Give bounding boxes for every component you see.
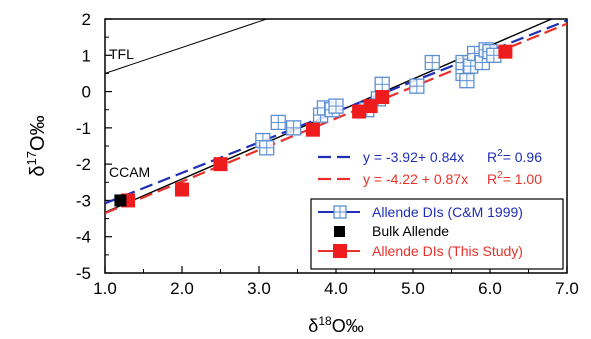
y-axis-label: δ17O‰ [24, 115, 49, 176]
x-axis-label: δ18O‰ [308, 314, 363, 336]
legend-entry-cm-1999: Allende DIs (C&M 1999) [318, 204, 523, 220]
data-point-this-study [175, 182, 189, 197]
fit-r2-blue: R2= 0.96 [487, 148, 542, 165]
x-tick-label: 2.0 [170, 279, 194, 298]
data-point-cm [424, 54, 440, 71]
fit-annotation-blue: y = -3.92+ 0.84x R2= 0.96 [318, 148, 542, 165]
x-tick-label: 3.0 [247, 279, 271, 298]
x-tick-label: 4.0 [324, 279, 348, 298]
tfl-label: TFL [109, 46, 134, 62]
data-point-bulk [114, 194, 127, 207]
y-tick-label: -3 [76, 191, 91, 210]
x-tick-label: 1.0 [93, 279, 117, 298]
data-point-cm [409, 78, 425, 94]
data-point-this-study [305, 122, 320, 137]
legend-entry-bulk: Bulk Allende [334, 223, 449, 239]
legend-label-this-study: Allende DIs (This Study) [372, 243, 523, 259]
y-tick-label: 0 [82, 83, 91, 102]
legend-entry-this-study: Allende DIs (This Study) [318, 243, 523, 259]
y-tick-label: -4 [76, 228, 91, 247]
ccam-label: CCAM [109, 164, 150, 180]
fit-equation-red: y = -4.22 + 0.87x [363, 171, 468, 187]
data-point-this-study [375, 90, 390, 105]
x-tick-labels: 1.0 2.0 3.0 4.0 5.0 6.0 7.0 [93, 279, 579, 298]
fit-line-red [105, 22, 567, 215]
y-tick-label: 2 [82, 10, 91, 29]
data-point-cm [285, 120, 302, 136]
x-tick-label: 6.0 [478, 279, 502, 298]
data-point-cm [328, 98, 344, 114]
legend-label-cm-1999: Allende DIs (C&M 1999) [372, 204, 523, 220]
fit-equation-blue: y = -3.92+ 0.84x [363, 149, 464, 165]
x-tick-label: 5.0 [401, 279, 425, 298]
x-tick-label: 7.0 [555, 279, 579, 298]
fit-annotation-red: y = -4.22 + 0.87x R2= 1.00 [318, 170, 542, 187]
y-tick-label: -5 [76, 264, 91, 283]
y-tick-labels: 2 1 0 -1 -2 -3 -4 -5 [76, 10, 91, 283]
legend-label-bulk: Bulk Allende [372, 223, 449, 239]
data-point-this-study [213, 157, 228, 172]
tfl-line [105, 19, 267, 74]
data-point-cm [459, 73, 475, 89]
data-point-cm [259, 140, 275, 156]
data-point-cm [270, 114, 286, 131]
series-allende-cm-1999 [255, 42, 502, 156]
y-tick-label: -1 [76, 119, 91, 138]
data-point-this-study [498, 44, 513, 59]
y-tick-label: 1 [82, 46, 91, 65]
series-bulk-allende [114, 194, 127, 207]
legend: Allende DIs (C&M 1999) Bulk Allende Alle… [310, 198, 564, 270]
data-point-this-study [352, 104, 367, 119]
data-point-cm [374, 76, 390, 92]
data-point-this-study [363, 99, 378, 114]
y-tick-label: -2 [76, 155, 91, 174]
fit-r2-red: R2= 1.00 [487, 170, 542, 187]
